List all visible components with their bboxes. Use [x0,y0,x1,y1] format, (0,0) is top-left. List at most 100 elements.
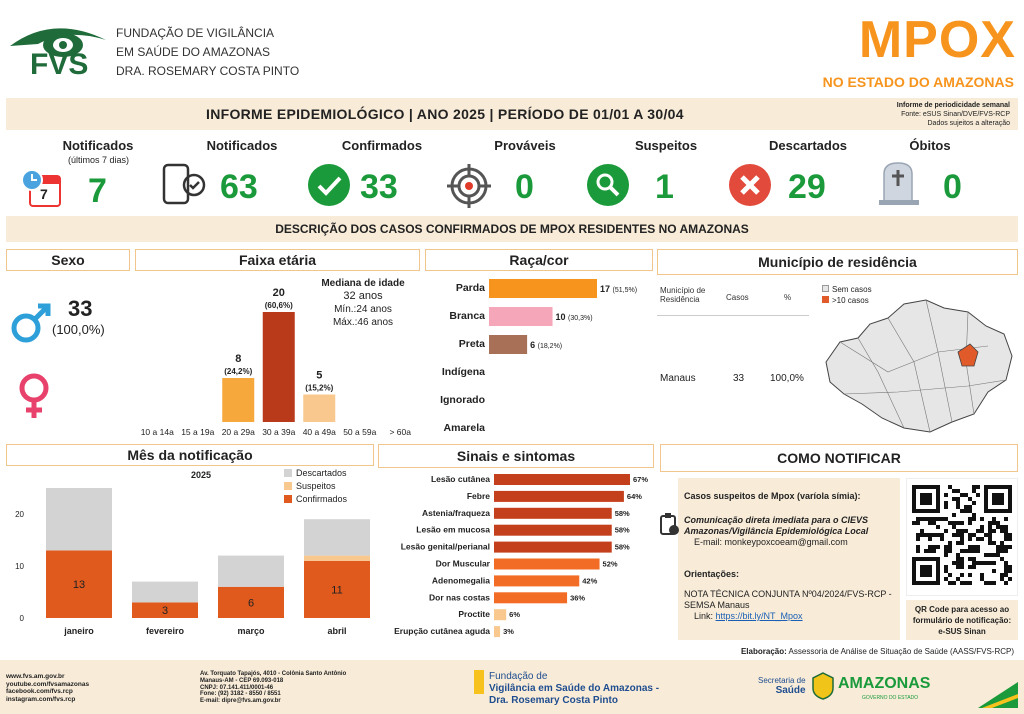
raca-pct: (30,3%) [568,315,593,322]
qr-module [956,501,960,505]
qr-module [952,513,956,517]
qr-module [944,565,948,569]
qr-module [928,537,932,541]
qr-module [956,497,960,501]
footer-addr-3: CNPJ: 07.141.411/0001-46 [200,684,274,691]
qr-module [960,557,964,561]
close-icon [728,163,774,214]
qr-module [944,549,948,553]
sinais-bar [494,474,630,485]
qr-module [932,533,936,537]
qr-module [952,497,956,501]
amazonas-map: Sem casos >10 casos [818,282,1016,443]
clipboard-icon [658,512,680,541]
qr-module [1008,577,1012,581]
check-icon [307,163,351,212]
qr-module [916,537,920,541]
faixa-tick: 15 a 19a [181,427,214,437]
qr-module [988,537,992,541]
logo-text: FVS [30,48,89,81]
mes-bar-confirmados [304,560,370,618]
qr-module [968,537,972,541]
calendar-number: 7 [40,186,48,202]
target-icon [446,163,492,214]
kpi-desc-value: 29 [788,168,826,206]
footer-fund-3: Dra. Rosemary Costa Pinto [489,695,618,706]
sinais-value: 58% [615,543,630,552]
qr-module [916,545,920,549]
banner-text: INFORME EPIDEMIOLÓGICO | ANO 2025 | PERÍ… [206,106,684,122]
qr-module [944,569,948,573]
qr-module [960,565,964,569]
mes-legend-swatch [284,482,292,490]
qr-module [988,521,992,525]
qr-module [932,549,936,553]
qr-code[interactable] [906,478,1018,596]
footer-web-2[interactable]: youtube.com/fvsamazonas [6,680,90,688]
qr-module [960,537,964,541]
footer-fund-2: Vigilância em Saúde do Amazonas - [489,683,660,694]
sinais-bar [494,609,507,621]
qr-module [944,501,948,505]
faixa-tick: 10 a 14a [141,427,174,437]
faixa-tick: 40 a 49a [303,427,336,437]
kpi-notif-value: 63 [220,168,258,206]
qr-module [948,521,952,525]
qr-module [992,521,996,525]
qr-module [920,529,924,533]
footer-gov-sub: GOVERNO DO ESTADO [862,695,919,701]
mes-legend-swatch [284,469,292,477]
mes-bar-suspeitos [304,555,370,561]
qr-module [960,581,964,585]
median-min: Mín.:24 anos [334,304,392,315]
kpi-notif7-sub: (últimos 7 dias) [68,155,130,165]
qr-module [992,581,996,585]
mes-bar-confirmados [46,550,112,618]
footer-addr-4: Fone: (92) 3182 - 8550 / 8551 [200,691,281,698]
sinais-bar [494,541,612,553]
qr-module [988,541,992,545]
notif-email: E-mail: monkeypoxcoeam@gmail.com [694,537,848,547]
qr-module [944,545,948,549]
qr-finder [920,565,932,577]
footer-web-3[interactable]: facebook.com/fvs.rcp [6,688,73,695]
notif-comm-2: Amazonas/Vigilância Epidemiológica Local [684,526,869,536]
sinais-bar [494,592,568,604]
qr-module [1004,517,1008,521]
mes-chart: 2025 0 10 20 13 janeiro 3 fevereiro 6 março 11 abri… [15,468,370,636]
qr-module [972,485,976,489]
qr-finder [920,493,932,505]
kpi-conf-label: Confirmados [341,138,423,153]
faixa-pct: (15,2%) [305,384,333,393]
faixa-tick: > 60a [389,427,411,437]
faixa-bar [222,378,255,422]
qr-module [988,533,992,537]
notif-link[interactable]: https://bit.ly/NT_Mpox [715,611,803,621]
qr-module [960,561,964,565]
qr-module [964,493,968,497]
sinais-chart: Lesão cutânea 67% Febre 64% Astenia/fraqueza… [394,474,648,638]
phone-notification-icon [160,163,206,210]
sexo-header: Sexo [6,249,130,271]
qr-module [940,517,944,521]
raca-pct: (51,5%) [613,287,638,294]
qr-module [1008,537,1012,541]
qr-module [968,545,972,549]
sinais-bar [494,575,580,587]
qr-module [1004,529,1008,533]
qr-caption-2: formulário de notificação: [912,616,1012,625]
report-banner: INFORME EPIDEMIOLÓGICO | ANO 2025 | PERÍ… [6,98,1018,130]
median-max: Máx.:46 anos [332,317,394,328]
footer-web-4[interactable]: instagram.com/fvs.rcp [6,695,76,703]
kpi-conf-value: 33 [360,168,398,206]
mun-row-pct: 100,0% [770,373,804,384]
qr-module [944,553,948,557]
qr-module [992,553,996,557]
female-icon [16,372,52,427]
footer-web-1[interactable]: www.fvs.am.gov.br [6,673,65,680]
fvs-logo: FVS [8,18,108,83]
qr-module [996,525,1000,529]
raca-chart: Parda 17 (51,5%) Branca 10 (30,3%) Preta 6 (1… [440,279,638,434]
qr-module [984,533,988,537]
mes-legend-label: Suspeitos [296,481,336,491]
